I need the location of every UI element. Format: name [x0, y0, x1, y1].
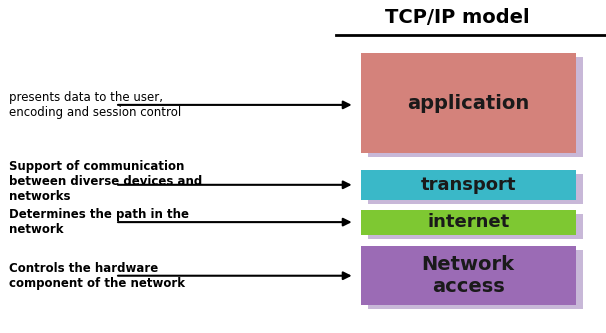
- Text: Determines the path in the
network: Determines the path in the network: [9, 208, 189, 236]
- FancyBboxPatch shape: [368, 174, 583, 204]
- Text: Support of communication
between diverse devices and
networks: Support of communication between diverse…: [9, 160, 202, 203]
- FancyBboxPatch shape: [368, 250, 583, 309]
- FancyBboxPatch shape: [368, 214, 583, 239]
- FancyBboxPatch shape: [361, 170, 576, 200]
- Text: Network
access: Network access: [422, 255, 514, 296]
- Text: transport: transport: [421, 176, 516, 194]
- Text: Controls the hardware
component of the network: Controls the hardware component of the n…: [9, 262, 185, 290]
- FancyBboxPatch shape: [368, 57, 583, 157]
- Text: presents data to the user,
encoding and session control: presents data to the user, encoding and …: [9, 91, 181, 119]
- Text: internet: internet: [427, 213, 509, 231]
- FancyBboxPatch shape: [361, 53, 576, 153]
- Text: application: application: [407, 94, 529, 113]
- Text: TCP/IP model: TCP/IP model: [385, 8, 530, 27]
- FancyBboxPatch shape: [361, 210, 576, 235]
- FancyBboxPatch shape: [361, 246, 576, 305]
